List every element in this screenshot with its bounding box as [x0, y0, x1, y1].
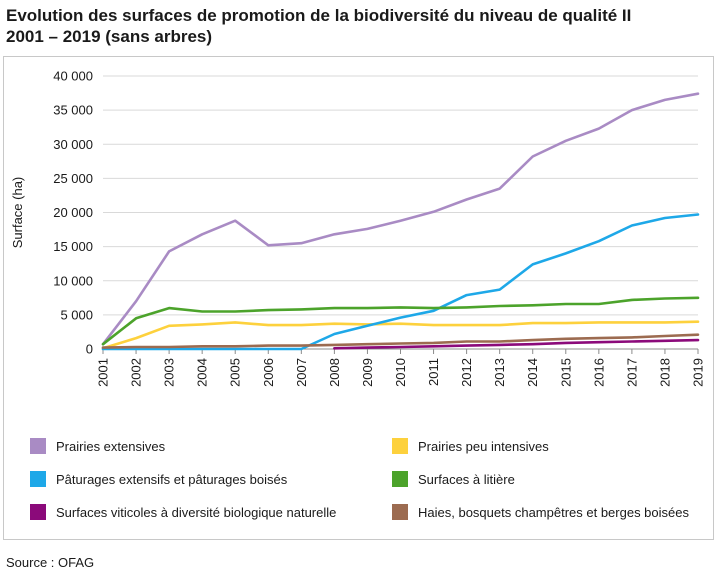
x-tick-label: 2008: [327, 358, 342, 387]
x-tick-label: 2014: [525, 358, 540, 387]
x-tick-label: 2010: [393, 358, 408, 387]
y-axis-ticks: 0 5 000 10 000 15 000 20 000 25 000 30 000 35 0…: [53, 69, 93, 357]
line-chart: 0 5 000 10 000 15 000 20 000 25 000 30 000 35 0…: [10, 69, 706, 387]
source-note: Source : OFAG: [6, 555, 95, 570]
y-tick-label: 10 000: [53, 273, 93, 288]
legend-swatch: [30, 504, 46, 520]
chart-title-line-1: Evolution des surfaces de promotion de l…: [6, 6, 632, 25]
legend-item: Surfaces à litière: [392, 471, 515, 487]
legend-label: Haies, bosquets champêtres et berges boi…: [418, 504, 689, 520]
legend-swatch: [392, 438, 408, 454]
y-axis-title: Surface (ha): [10, 177, 25, 249]
series-line-prairies-extensives: [101, 92, 700, 346]
x-tick-label: 2003: [162, 358, 177, 387]
x-tick-label: 2013: [492, 358, 507, 387]
x-tick-label: 2011: [426, 358, 441, 386]
legend-swatch: [392, 504, 408, 520]
series-line-prairies-peu-intensives: [101, 320, 700, 350]
series-line-paturages-extensifs-et-paturages-boises: [101, 213, 700, 351]
legend-item: Prairies peu intensives: [392, 438, 549, 454]
legend-swatch: [30, 438, 46, 454]
y-tick-label: 20 000: [53, 205, 93, 220]
legend-label: Pâturages extensifs et pâturages boisés: [56, 471, 288, 487]
x-tick-label: 2009: [360, 358, 375, 387]
legend-item: Pâturages extensifs et pâturages boisés: [30, 471, 287, 487]
series-line-haies-bosquets-champetres-et-berges-boisees: [101, 333, 700, 349]
y-tick-label: 30 000: [53, 137, 93, 152]
legend-item: Prairies extensives: [30, 438, 165, 454]
x-tick-label: 2007: [294, 358, 309, 387]
legend-label: Prairies extensives: [56, 438, 166, 454]
x-tick-label: 2004: [195, 358, 210, 387]
series-line-surfaces-a-litiere: [101, 296, 700, 346]
y-tick-label: 15 000: [53, 239, 93, 254]
x-tick-label: 2018: [657, 358, 672, 387]
chart-title: Evolution des surfaces de promotion de l…: [6, 5, 712, 47]
x-tick-label: 2002: [129, 358, 144, 387]
legend-item: Haies, bosquets champêtres et berges boi…: [392, 504, 689, 520]
chart-title-line-2: 2001 – 2019 (sans arbres): [6, 27, 213, 46]
x-axis-ticks: 2001 2002 2003 2004 2005 2006 2007 2008 2009 2010…: [96, 349, 706, 387]
y-tick-label: 5 000: [60, 307, 93, 322]
series-lines: [101, 92, 700, 351]
x-tick-label: 2016: [591, 358, 606, 387]
y-tick-label: 40 000: [53, 69, 93, 84]
x-tick-label: 2019: [691, 358, 706, 387]
series-line-surfaces-viticoles-a-diversite-biologique-naturelle: [333, 338, 700, 350]
legend-label: Surfaces à litière: [418, 471, 515, 487]
legend: Prairies extensives Prairies peu intensiv…: [30, 438, 710, 538]
legend-item: Surfaces viticoles à diversité biologiqu…: [30, 504, 336, 520]
y-tick-label: 25 000: [53, 171, 93, 186]
legend-swatch: [392, 471, 408, 487]
legend-label: Surfaces viticoles à diversité biologiqu…: [56, 504, 337, 520]
legend-label: Prairies peu intensives: [418, 438, 549, 454]
y-tick-label: 0: [86, 342, 93, 357]
x-tick-label: 2012: [459, 358, 474, 387]
y-tick-label: 35 000: [53, 103, 93, 118]
x-tick-label: 2006: [261, 358, 276, 387]
gridlines: [103, 75, 698, 350]
chart-panel: [3, 56, 714, 540]
x-tick-label: 2005: [228, 358, 243, 387]
x-tick-label: 2001: [96, 358, 111, 387]
x-tick-label: 2015: [558, 358, 573, 387]
legend-swatch: [30, 471, 46, 487]
x-tick-label: 2017: [624, 358, 639, 387]
